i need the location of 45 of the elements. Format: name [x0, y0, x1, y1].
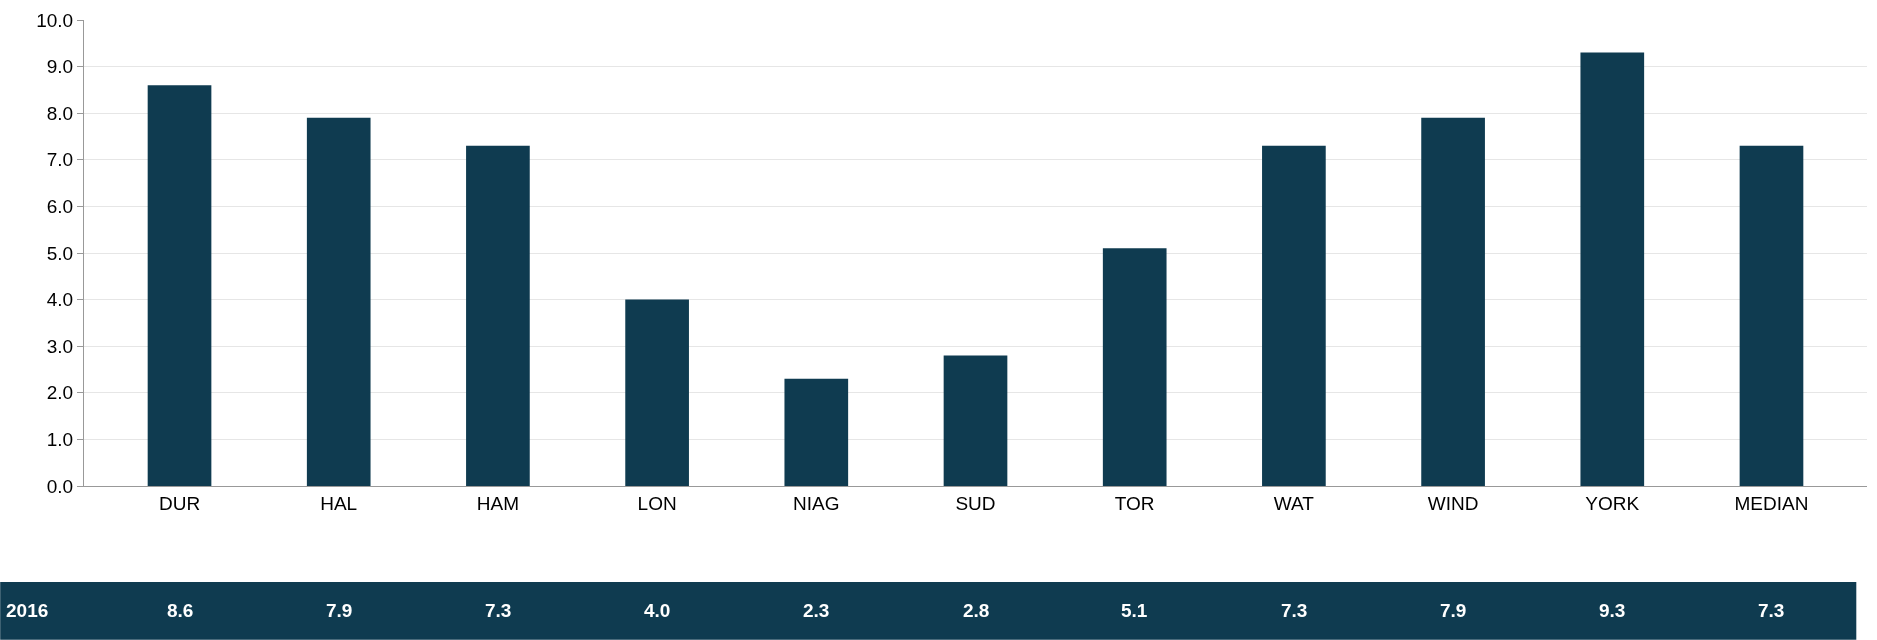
data-label: 8.6 — [167, 600, 194, 621]
x-tick-label: NIAG — [793, 492, 840, 514]
y-tick-label: 0.0 — [46, 475, 74, 497]
y-tick-label: 10.0 — [36, 9, 74, 31]
bar — [466, 145, 530, 486]
x-tick-label: WIND — [1427, 492, 1479, 514]
data-label: 5.1 — [1121, 600, 1148, 621]
data-label: 7.3 — [1758, 600, 1785, 621]
text: 2016 — [6, 600, 49, 621]
y-tick-label: 9.0 — [46, 56, 74, 78]
bar — [1421, 117, 1485, 486]
data-label: 7.3 — [485, 600, 512, 621]
x-tick-label: HAM — [476, 492, 520, 514]
x-tick-label: HAL — [320, 492, 358, 514]
y-tick-label: 1.0 — [46, 429, 74, 451]
data-label: 2.3 — [803, 600, 830, 621]
y-tick-label: 2.0 — [46, 382, 74, 404]
y-tick-label: 8.0 — [46, 102, 74, 124]
x-tick-label: LON — [637, 492, 677, 514]
bar — [1739, 145, 1804, 486]
y-tick-label: 6.0 — [46, 196, 74, 218]
data-label: 2.8 — [963, 600, 990, 621]
bar — [147, 85, 212, 486]
y-tick-label: 3.0 — [46, 335, 74, 357]
x-tick-label: DUR — [158, 492, 201, 514]
data-label: 7.9 — [326, 600, 353, 621]
x-tick-label: MEDIAN — [1734, 492, 1809, 514]
data-label: 9.3 — [1599, 600, 1626, 621]
y-tick-label: 5.0 — [46, 242, 74, 264]
x-tick-label: SUD — [955, 492, 996, 514]
data-label: 4.0 — [644, 600, 671, 621]
bar — [1262, 145, 1326, 486]
bar — [1102, 248, 1167, 486]
bar — [625, 299, 689, 486]
data-label: 7.3 — [1281, 600, 1308, 621]
x-tick-label: TOR — [1114, 492, 1155, 514]
bar — [1580, 52, 1645, 486]
bar — [943, 355, 1008, 486]
bar — [784, 378, 849, 486]
data-label: 7.9 — [1440, 600, 1467, 621]
x-tick-label: YORK — [1585, 492, 1640, 514]
bar — [306, 117, 371, 486]
y-tick-label: 7.0 — [46, 149, 74, 171]
x-tick-label: WAT — [1273, 492, 1315, 514]
y-tick-label: 4.0 — [46, 289, 74, 311]
